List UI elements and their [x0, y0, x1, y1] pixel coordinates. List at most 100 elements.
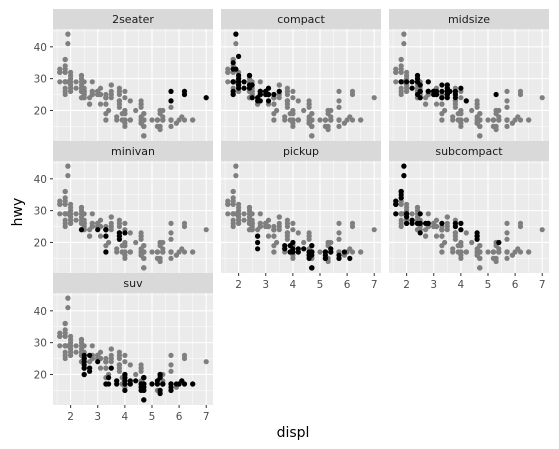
background-point [241, 211, 247, 217]
background-point [116, 368, 122, 374]
background-point [504, 88, 510, 94]
data-point [425, 79, 431, 85]
background-point [509, 252, 515, 258]
background-point [62, 188, 68, 195]
background-point [116, 217, 122, 223]
facet-strip [53, 9, 213, 29]
facet-strip-label: 2seater [112, 13, 154, 26]
data-point [103, 227, 109, 233]
background-point [284, 223, 290, 230]
background-point [73, 349, 79, 355]
background-point [116, 104, 122, 110]
background-point [127, 230, 133, 236]
panel-background [53, 293, 213, 405]
background-point [190, 249, 196, 255]
background-point [295, 98, 301, 104]
background-point [423, 95, 429, 101]
background-point [57, 201, 63, 207]
data-point [141, 375, 147, 381]
background-point [317, 117, 323, 123]
data-point [393, 211, 399, 217]
data-point [168, 88, 174, 94]
data-point [276, 88, 282, 94]
data-point [133, 378, 139, 384]
background-point [452, 236, 458, 242]
data-point [173, 381, 179, 387]
background-point [450, 249, 456, 255]
background-point [517, 117, 524, 123]
data-point [263, 91, 269, 98]
background-point [203, 227, 209, 233]
background-point [236, 211, 242, 217]
background-point [336, 104, 342, 110]
x-tick-label: 6 [176, 411, 183, 423]
background-point [474, 252, 480, 258]
background-point [517, 91, 524, 98]
background-point [504, 220, 510, 226]
background-point [509, 120, 515, 126]
data-point [393, 201, 399, 207]
background-point [469, 239, 475, 246]
background-point [255, 227, 261, 233]
background-point [463, 230, 469, 236]
data-point [87, 352, 93, 358]
background-point [504, 117, 510, 123]
background-point [138, 233, 144, 239]
background-point [452, 230, 458, 236]
background-point [431, 220, 437, 226]
background-point [322, 117, 328, 123]
y-tick-label: 30 [34, 74, 47, 86]
background-point [230, 217, 236, 223]
data-point [404, 220, 410, 226]
background-point [103, 101, 109, 107]
background-point [423, 233, 429, 239]
background-point [398, 223, 404, 230]
data-point [233, 31, 239, 37]
background-point [168, 236, 174, 242]
panel-background [389, 29, 549, 141]
background-point [336, 117, 342, 123]
y-tick-label: 30 [34, 206, 47, 218]
background-point [282, 117, 288, 123]
y-tick-label: 40 [34, 42, 47, 54]
background-point [276, 214, 282, 220]
facet-strip [53, 141, 213, 161]
y-tick-label: 30 [34, 338, 47, 350]
background-point [203, 359, 209, 365]
background-point [62, 217, 68, 223]
data-point [241, 85, 247, 91]
background-point [398, 69, 404, 75]
data-point [249, 95, 255, 101]
data-point [116, 230, 122, 236]
background-point [490, 255, 496, 261]
background-point [358, 249, 364, 255]
background-point [133, 239, 139, 246]
background-point [81, 343, 87, 349]
facet-panel-2seater: 2seater 20 30 40 [34, 9, 213, 141]
data-point [181, 381, 188, 387]
data-point [322, 249, 328, 255]
x-tick-label: 4 [290, 279, 297, 291]
data-point [452, 223, 458, 230]
background-point [97, 101, 104, 107]
data-point [249, 82, 255, 88]
background-point [271, 233, 277, 239]
background-point [68, 69, 74, 75]
background-point [62, 223, 68, 230]
background-point [290, 220, 296, 226]
background-point [271, 101, 277, 107]
background-point [336, 230, 342, 236]
background-point [439, 233, 445, 239]
data-point [157, 390, 163, 397]
background-point [190, 117, 196, 123]
background-point [62, 320, 68, 327]
data-point [401, 163, 407, 169]
background-point [433, 233, 440, 239]
panel-background [53, 161, 213, 273]
background-point [168, 230, 174, 236]
background-point [225, 211, 231, 217]
background-point [290, 227, 296, 233]
data-point [149, 381, 155, 387]
background-point [225, 69, 231, 75]
background-point [349, 249, 356, 255]
